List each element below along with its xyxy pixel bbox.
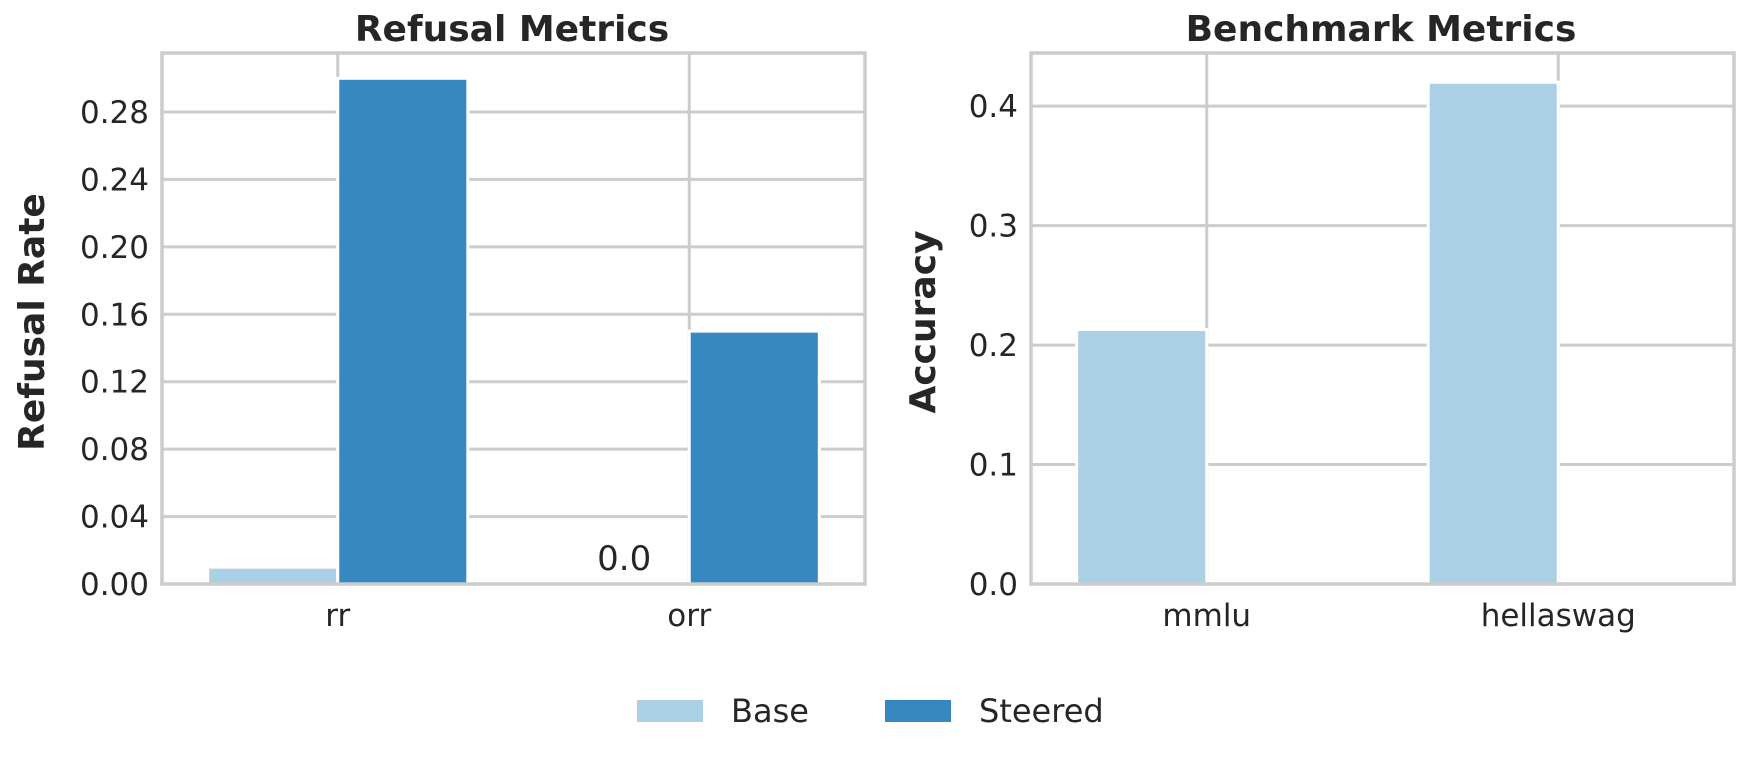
- bar-base-rr: [206, 565, 340, 586]
- bar-base-hellaswag: [1426, 80, 1560, 586]
- y-tick-label: 0.12: [80, 365, 149, 401]
- y-tick-label: 0.20: [80, 230, 149, 266]
- bar-value-label: 0.0: [597, 539, 651, 579]
- y-tick-label: 0.16: [80, 297, 149, 333]
- legend-swatch-steered: [885, 700, 951, 722]
- y-tick-label: 0.00: [80, 567, 149, 603]
- plot-frame: [1029, 51, 1736, 586]
- bar-steered-orr: [687, 329, 821, 586]
- x-tick-label: mmlu: [1162, 598, 1251, 634]
- x-tick-label: rr: [325, 598, 350, 634]
- y-axis-label: Refusal Rate: [12, 193, 53, 451]
- legend-label-steered: Steered: [979, 692, 1104, 730]
- y-axis-label: Accuracy: [903, 230, 944, 413]
- y-tick-label: 0.3: [969, 209, 1018, 245]
- x-tick-label: orr: [667, 598, 711, 634]
- y-tick-label: 0.1: [969, 448, 1018, 484]
- chart-title: Benchmark Metrics: [1186, 9, 1577, 50]
- y-tick-label: 0.0: [969, 567, 1018, 603]
- refusal-metrics-panel: Refusal Metrics Refusal Rate 0.0 0.00 0.04…: [12, 9, 867, 634]
- y-tick-label: 0.4: [969, 89, 1018, 125]
- legend-label-base: Base: [731, 692, 809, 730]
- legend-swatch-base: [637, 700, 703, 722]
- bar-base-mmlu: [1075, 328, 1209, 586]
- bar-steered-rr: [336, 76, 470, 586]
- legend: Base Steered: [637, 692, 1104, 730]
- benchmark-metrics-panel: Benchmark Metrics Accuracy 0.0 0.1 0.2 0.3 0…: [903, 9, 1736, 634]
- y-tick-label: 0.08: [80, 432, 149, 468]
- x-tick-label: hellaswag: [1481, 598, 1636, 634]
- y-tick-label: 0.28: [80, 95, 149, 131]
- y-tick-label: 0.2: [969, 328, 1018, 364]
- y-tick-label: 0.04: [80, 500, 149, 536]
- chart-title: Refusal Metrics: [355, 9, 669, 50]
- plot-frame: [160, 51, 867, 586]
- y-tick-label: 0.24: [80, 162, 149, 198]
